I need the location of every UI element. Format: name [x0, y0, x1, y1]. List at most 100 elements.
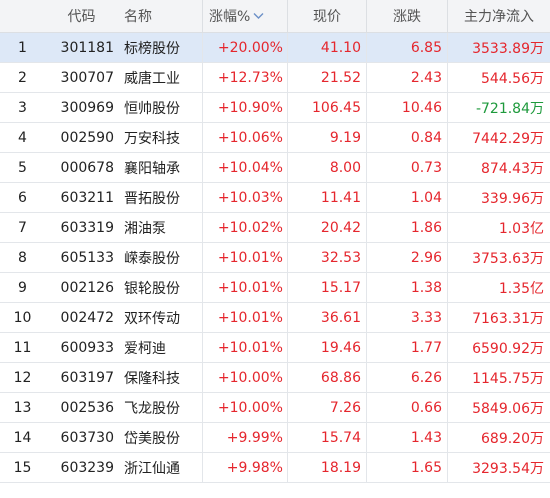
row-change: 10.46 [366, 93, 447, 122]
row-name: 恒帅股份 [124, 100, 180, 117]
table-row[interactable]: 10 002472 双环传动 +10.01% 36.61 3.33 7163.31万 [0, 303, 550, 333]
row-name: 保隆科技 [124, 370, 180, 387]
row-index: 14 [13, 429, 32, 446]
row-name: 浙江仙通 [124, 460, 180, 477]
table-row[interactable]: 11 600933 爱柯迪 +10.01% 19.46 1.77 6590.92万 [0, 333, 550, 363]
stock-table: 代码 名称 涨幅% 现价 涨跌 主力净流入 1 301181 标榜股份 +20.00%… [0, 0, 550, 483]
table-row[interactable]: 9 002126 银轮股份 +10.01% 15.17 1.38 1.35亿 [0, 273, 550, 303]
table-row[interactable]: 7 603319 湘油泵 +10.02% 20.42 1.86 1.03亿 [0, 213, 550, 243]
row-price: 32.53 [287, 243, 366, 272]
row-main-net-inflow: 5849.06万 [447, 393, 550, 422]
row-index: 13 [13, 399, 32, 416]
header-change-pct-label: 涨幅% [209, 9, 251, 25]
row-code: 603197 [60, 369, 114, 386]
row-main-net-inflow: 1145.75万 [447, 363, 550, 392]
row-change-pct: +10.04% [202, 153, 287, 182]
table-row[interactable]: 6 603211 晋拓股份 +10.03% 11.41 1.04 339.96万 [0, 183, 550, 213]
row-change: 2.96 [366, 243, 447, 272]
row-price: 15.74 [287, 423, 366, 452]
row-change: 6.26 [366, 363, 447, 392]
row-change-pct: +12.73% [202, 63, 287, 92]
header-price[interactable]: 现价 [287, 0, 366, 32]
row-name: 嵘泰股份 [124, 250, 180, 267]
row-change-pct: +10.01% [202, 333, 287, 362]
row-main-net-inflow: 7442.29万 [447, 123, 550, 152]
row-change-pct: +10.01% [202, 303, 287, 332]
row-price: 36.61 [287, 303, 366, 332]
row-code: 603239 [60, 459, 114, 476]
table-row[interactable]: 14 603730 岱美股份 +9.99% 15.74 1.43 689.20万 [0, 423, 550, 453]
row-code: 603319 [60, 219, 114, 236]
table-row[interactable]: 15 603239 浙江仙通 +9.98% 18.19 1.65 3293.54万 [0, 453, 550, 483]
row-index: 1 [18, 39, 27, 56]
row-name: 银轮股份 [124, 280, 180, 297]
header-change-pct[interactable]: 涨幅% [202, 0, 287, 32]
row-code: 300707 [60, 69, 114, 86]
row-price: 68.86 [287, 363, 366, 392]
table-row[interactable]: 1 301181 标榜股份 +20.00% 41.10 6.85 3533.89万 [0, 33, 550, 63]
table-row[interactable]: 13 002536 飞龙股份 +10.00% 7.26 0.66 5849.06万 [0, 393, 550, 423]
row-code: 600933 [60, 339, 114, 356]
row-code: 603211 [60, 189, 114, 206]
row-index: 6 [18, 189, 27, 206]
row-change-pct: +10.00% [202, 363, 287, 392]
row-change-pct: +9.99% [202, 423, 287, 452]
row-main-net-inflow: 874.43万 [447, 153, 550, 182]
row-main-net-inflow: 3533.89万 [447, 33, 550, 62]
row-change-pct: +10.03% [202, 183, 287, 212]
row-price: 9.19 [287, 123, 366, 152]
row-index: 11 [13, 339, 32, 356]
row-change-pct: +10.06% [202, 123, 287, 152]
row-main-net-inflow: 689.20万 [447, 423, 550, 452]
row-change: 1.04 [366, 183, 447, 212]
header-index [0, 0, 45, 32]
row-change: 0.66 [366, 393, 447, 422]
row-price: 20.42 [287, 213, 366, 242]
row-main-net-inflow: -721.84万 [447, 93, 550, 122]
row-index: 10 [13, 309, 32, 326]
row-index: 9 [18, 279, 27, 296]
header-change[interactable]: 涨跌 [366, 0, 447, 32]
row-index: 5 [18, 159, 27, 176]
row-change: 1.38 [366, 273, 447, 302]
header-code[interactable]: 代码 [67, 9, 96, 25]
row-change-pct: +10.90% [202, 93, 287, 122]
row-change: 1.43 [366, 423, 447, 452]
row-change-pct: +10.01% [202, 273, 287, 302]
row-index: 8 [18, 249, 27, 266]
table-header: 代码 名称 涨幅% 现价 涨跌 主力净流入 [0, 0, 550, 33]
row-index: 3 [18, 99, 27, 116]
row-change: 1.77 [366, 333, 447, 362]
header-main-net-inflow[interactable]: 主力净流入 [447, 0, 550, 32]
table-row[interactable]: 12 603197 保隆科技 +10.00% 68.86 6.26 1145.75万 [0, 363, 550, 393]
row-main-net-inflow: 7163.31万 [447, 303, 550, 332]
chevron-down-icon[interactable] [253, 12, 264, 20]
row-name: 飞龙股份 [124, 400, 180, 417]
row-code: 002536 [60, 399, 114, 416]
row-change: 0.73 [366, 153, 447, 182]
table-row[interactable]: 3 300969 恒帅股份 +10.90% 106.45 10.46 -721.84万 [0, 93, 550, 123]
header-name[interactable]: 名称 [124, 9, 152, 25]
row-main-net-inflow: 544.56万 [447, 63, 550, 92]
row-name: 湘油泵 [124, 220, 166, 237]
row-main-net-inflow: 3293.54万 [447, 453, 550, 482]
table-row[interactable]: 4 002590 万安科技 +10.06% 9.19 0.84 7442.29万 [0, 123, 550, 153]
row-change-pct: +10.02% [202, 213, 287, 242]
table-row[interactable]: 8 605133 嵘泰股份 +10.01% 32.53 2.96 3753.63万 [0, 243, 550, 273]
row-change: 0.84 [366, 123, 447, 152]
row-change: 2.43 [366, 63, 447, 92]
row-change: 1.86 [366, 213, 447, 242]
row-index: 12 [13, 369, 32, 386]
row-name: 岱美股份 [124, 430, 180, 447]
row-change: 1.65 [366, 453, 447, 482]
row-code: 603730 [60, 429, 114, 446]
table-row[interactable]: 5 000678 襄阳轴承 +10.04% 8.00 0.73 874.43万 [0, 153, 550, 183]
row-price: 15.17 [287, 273, 366, 302]
row-change-pct: +10.01% [202, 243, 287, 272]
table-row[interactable]: 2 300707 威唐工业 +12.73% 21.52 2.43 544.56万 [0, 63, 550, 93]
row-code: 002472 [60, 309, 114, 326]
row-index: 15 [13, 459, 32, 476]
row-change-pct: +9.98% [202, 453, 287, 482]
row-change: 3.33 [366, 303, 447, 332]
row-price: 106.45 [287, 93, 366, 122]
